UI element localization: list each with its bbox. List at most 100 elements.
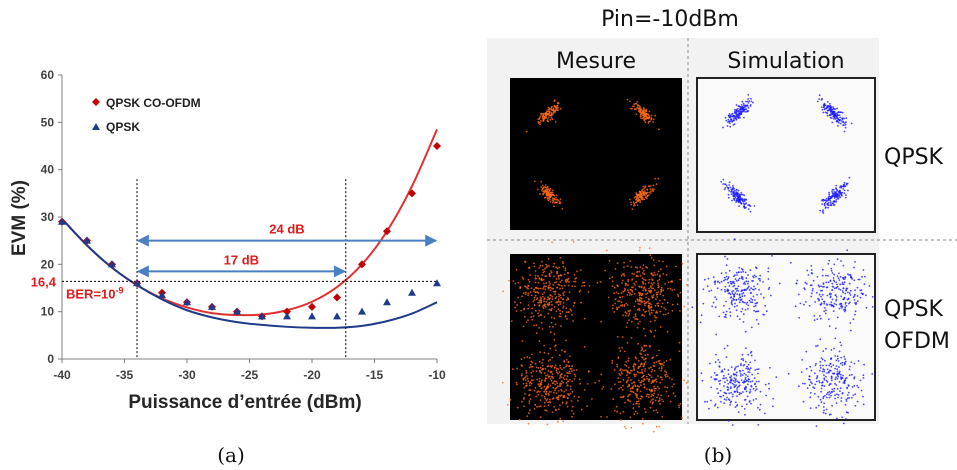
simulation-ofdm-point bbox=[750, 354, 753, 357]
mesure-ofdm-point bbox=[610, 388, 613, 390]
simulation-ofdm-point bbox=[743, 408, 746, 410]
simulation-qpsk-point bbox=[829, 102, 831, 105]
simulation-ofdm-point bbox=[822, 268, 824, 271]
simulation-qpsk-point bbox=[730, 189, 733, 192]
mesure-qpsk-point bbox=[648, 116, 651, 118]
mesure-ofdm-point bbox=[525, 385, 528, 387]
simulation-qpsk-point bbox=[735, 114, 738, 116]
mesure-qpsk-point bbox=[547, 188, 550, 191]
mesure-ofdm-point bbox=[650, 286, 652, 289]
simulation-ofdm-point bbox=[823, 370, 825, 373]
mesure-ofdm-point bbox=[652, 401, 654, 404]
mesure-ofdm-point bbox=[662, 260, 664, 263]
simulation-ofdm-point bbox=[837, 375, 839, 378]
mesure-ofdm-point bbox=[587, 291, 590, 293]
simulation-ofdm-point bbox=[836, 417, 838, 420]
mesure-ofdm-point bbox=[579, 289, 582, 292]
simulation-qpsk-point bbox=[829, 108, 832, 111]
mesure-ofdm-point bbox=[565, 378, 568, 381]
mesure-ofdm-point bbox=[634, 313, 637, 316]
mesure-ofdm-point bbox=[647, 396, 650, 398]
mesure-ofdm-point bbox=[667, 287, 669, 290]
mesure-ofdm-point bbox=[655, 387, 657, 390]
mesure-ofdm-point bbox=[658, 397, 661, 399]
mesure-ofdm-point bbox=[546, 398, 549, 401]
mesure-ofdm-point bbox=[591, 398, 593, 400]
simulation-qpsk-point bbox=[746, 100, 749, 103]
mesure-ofdm-point bbox=[525, 382, 528, 385]
simulation-qpsk-point bbox=[843, 192, 846, 195]
simulation-qpsk-point bbox=[752, 101, 754, 104]
mesure-ofdm-point bbox=[650, 366, 652, 369]
simulation-ofdm-point bbox=[843, 281, 846, 284]
mesure-ofdm-point bbox=[677, 295, 680, 298]
simulation-ofdm-point bbox=[741, 308, 744, 310]
simulation-ofdm-point bbox=[745, 280, 748, 283]
simulation-ofdm-point bbox=[723, 279, 725, 282]
mesure-ofdm-point bbox=[562, 294, 565, 296]
simulation-ofdm-point bbox=[825, 393, 828, 396]
mesure-ofdm-point bbox=[543, 304, 546, 307]
mesure-ofdm-point bbox=[559, 404, 561, 406]
simulation-ofdm-point bbox=[725, 264, 728, 267]
simulation-qpsk-point bbox=[841, 191, 844, 194]
simulation-ofdm-point bbox=[810, 269, 813, 271]
simulation-ofdm-point bbox=[757, 406, 759, 409]
simulation-qpsk-point bbox=[735, 115, 738, 118]
mesure-ofdm-point bbox=[643, 286, 646, 289]
mesure-ofdm-point bbox=[653, 392, 656, 395]
point-qpsk bbox=[258, 312, 266, 320]
mesure-ofdm-point bbox=[502, 290, 504, 293]
simulation-ofdm-point bbox=[836, 275, 839, 278]
simulation-ofdm-point bbox=[778, 282, 781, 285]
simulation-ofdm-point bbox=[844, 306, 846, 309]
mesure-ofdm-point bbox=[640, 349, 643, 352]
mesure-ofdm-point bbox=[678, 341, 681, 344]
mesure-qpsk-point bbox=[645, 110, 647, 113]
mesure-ofdm-point bbox=[649, 346, 651, 348]
mesure-ofdm-point bbox=[556, 371, 558, 373]
simulation-ofdm-point bbox=[853, 362, 856, 365]
mesure-ofdm-point bbox=[538, 385, 541, 387]
simulation-ofdm-point bbox=[725, 377, 727, 379]
mesure-ofdm-point bbox=[651, 402, 654, 405]
simulation-ofdm-point bbox=[745, 390, 748, 393]
mesure-ofdm-point bbox=[557, 398, 560, 401]
mesure-ofdm-point bbox=[544, 397, 546, 400]
simulation-ofdm-point bbox=[842, 287, 845, 290]
mesure-ofdm-point bbox=[627, 357, 630, 360]
mesure-ofdm-point bbox=[633, 413, 636, 416]
simulation-qpsk-point bbox=[839, 111, 842, 114]
simulation-ofdm-point bbox=[728, 285, 731, 287]
simulation-ofdm-point bbox=[718, 383, 721, 385]
mesure-ofdm-point bbox=[637, 400, 640, 403]
mesure-ofdm-point bbox=[652, 409, 655, 412]
mesure-ofdm-point bbox=[561, 287, 564, 290]
simulation-ofdm-point bbox=[754, 389, 757, 392]
mesure-ofdm-point bbox=[557, 390, 560, 392]
simulation-ofdm-point bbox=[820, 285, 822, 288]
simulation-ofdm-point bbox=[762, 296, 765, 299]
mesure-ofdm-point bbox=[531, 353, 533, 356]
mesure-qpsk-point bbox=[544, 184, 547, 186]
simulation-ofdm-point bbox=[844, 303, 847, 305]
simulation-ofdm-point bbox=[828, 259, 831, 262]
mesure-ofdm-point bbox=[554, 344, 557, 347]
simulation-ofdm-point bbox=[835, 296, 838, 298]
mesure-ofdm-point bbox=[650, 395, 653, 398]
panel-b-constellations: Pin=-10dBm Mesure Simulation QPSK QPSK O… bbox=[487, 7, 957, 467]
mesure-qpsk-point bbox=[637, 110, 640, 113]
mesure-qpsk-point bbox=[643, 190, 646, 193]
mesure-ofdm-point bbox=[619, 296, 621, 299]
mesure-ofdm-point bbox=[555, 369, 558, 372]
mesure-qpsk-point bbox=[550, 111, 553, 114]
mesure-ofdm-point bbox=[556, 396, 559, 399]
mesure-qpsk-point bbox=[645, 193, 648, 195]
mesure-ofdm-point bbox=[568, 291, 571, 293]
mesure-ofdm-point bbox=[660, 289, 662, 291]
mesure-ofdm-point bbox=[569, 392, 572, 395]
simulation-ofdm-point bbox=[703, 278, 706, 281]
simulation-ofdm-point bbox=[731, 424, 734, 426]
mesure-ofdm-point bbox=[534, 274, 537, 277]
mesure-ofdm-point bbox=[623, 261, 625, 264]
